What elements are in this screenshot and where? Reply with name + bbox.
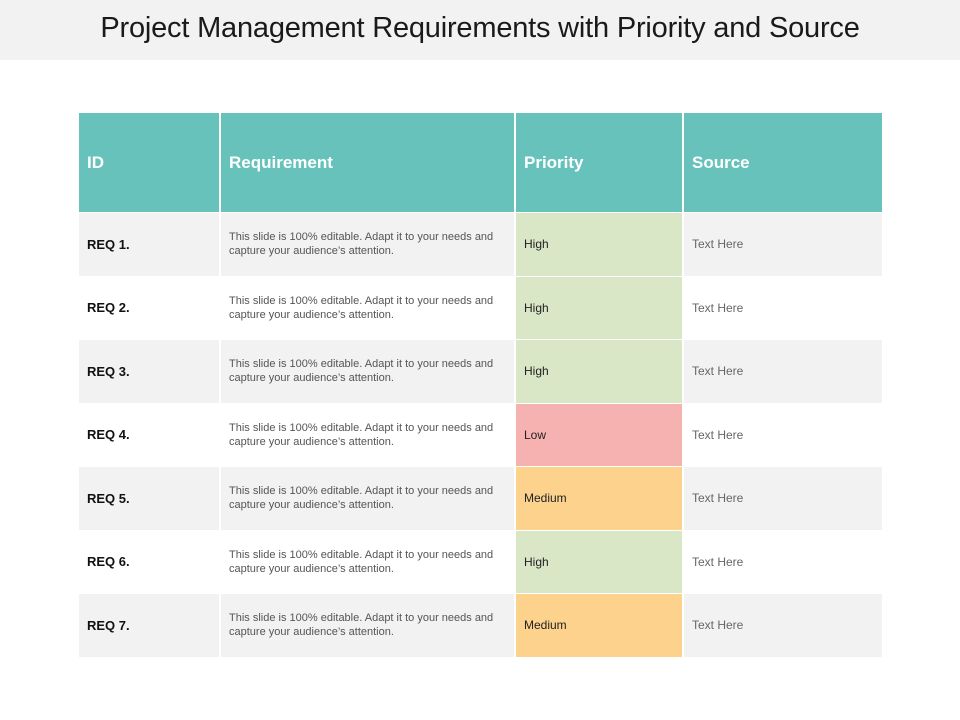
- requirements-table: ID Requirement Priority Source REQ 1. Th…: [79, 113, 882, 657]
- header-id: ID: [79, 113, 221, 212]
- row-priority: Low: [516, 402, 684, 466]
- row-priority: Medium: [516, 593, 684, 657]
- table-row: REQ 7. This slide is 100% editable. Adap…: [79, 593, 882, 657]
- header-requirement: Requirement: [221, 113, 516, 212]
- table-row: REQ 5. This slide is 100% editable. Adap…: [79, 466, 882, 530]
- table-row: REQ 6. This slide is 100% editable. Adap…: [79, 529, 882, 593]
- row-source: Text Here: [684, 466, 882, 530]
- header-priority: Priority: [516, 113, 684, 212]
- row-id: REQ 5.: [79, 466, 221, 530]
- row-id: REQ 7.: [79, 593, 221, 657]
- row-source: Text Here: [684, 593, 882, 657]
- title-bar: Project Management Requirements with Pri…: [0, 0, 960, 60]
- row-source: Text Here: [684, 275, 882, 339]
- row-id: REQ 4.: [79, 402, 221, 466]
- table-row: REQ 1. This slide is 100% editable. Adap…: [79, 212, 882, 276]
- row-requirement: This slide is 100% editable. Adapt it to…: [221, 339, 516, 403]
- row-priority: High: [516, 275, 684, 339]
- row-requirement: This slide is 100% editable. Adapt it to…: [221, 402, 516, 466]
- table-row: REQ 2. This slide is 100% editable. Adap…: [79, 275, 882, 339]
- row-source: Text Here: [684, 402, 882, 466]
- row-source: Text Here: [684, 529, 882, 593]
- row-requirement: This slide is 100% editable. Adapt it to…: [221, 593, 516, 657]
- row-priority: Medium: [516, 466, 684, 530]
- row-id: REQ 6.: [79, 529, 221, 593]
- table-row: REQ 4. This slide is 100% editable. Adap…: [79, 402, 882, 466]
- page-title: Project Management Requirements with Pri…: [100, 11, 860, 44]
- header-source: Source: [684, 113, 882, 212]
- row-requirement: This slide is 100% editable. Adapt it to…: [221, 212, 516, 276]
- row-source: Text Here: [684, 212, 882, 276]
- row-priority: High: [516, 339, 684, 403]
- table-row: REQ 3. This slide is 100% editable. Adap…: [79, 339, 882, 403]
- row-requirement: This slide is 100% editable. Adapt it to…: [221, 466, 516, 530]
- table-header-row: ID Requirement Priority Source: [79, 113, 882, 212]
- row-id: REQ 3.: [79, 339, 221, 403]
- row-id: REQ 1.: [79, 212, 221, 276]
- row-source: Text Here: [684, 339, 882, 403]
- row-requirement: This slide is 100% editable. Adapt it to…: [221, 529, 516, 593]
- row-priority: High: [516, 529, 684, 593]
- row-requirement: This slide is 100% editable. Adapt it to…: [221, 275, 516, 339]
- row-priority: High: [516, 212, 684, 276]
- row-id: REQ 2.: [79, 275, 221, 339]
